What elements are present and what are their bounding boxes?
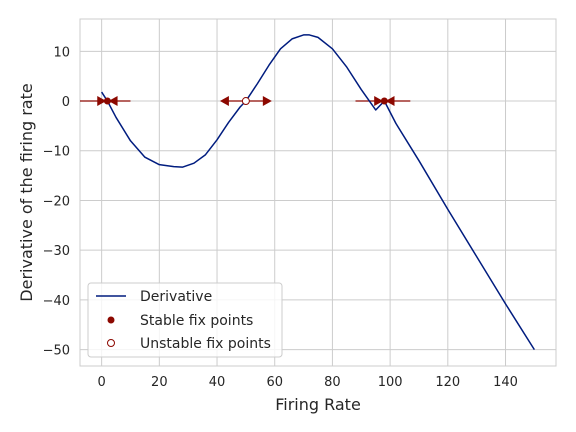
legend-label-unstable: Unstable fix points [140,336,271,352]
arrow-head [374,96,384,107]
legend-unstable-marker [107,339,115,347]
unstable-fix-point [241,97,250,106]
flow-arrows [80,96,411,107]
series-line-derivative [101,34,535,350]
stable-fix-point [380,97,388,105]
y-tick-label: −30 [43,244,70,259]
x-tick-label: 120 [435,375,460,390]
legend-label-stable: Stable fix points [140,313,253,329]
x-tick-label: 100 [378,375,403,390]
y-tick-label: −40 [43,294,70,309]
arrow-head [219,96,229,107]
x-tick-label: 0 [97,375,105,390]
fix-points-layer [103,97,388,106]
legend-stable-marker [107,316,115,324]
x-tick-label: 140 [493,375,518,390]
x-tick-label: 20 [151,375,168,390]
series-layer [101,34,535,350]
y-tick-label: 0 [62,95,70,110]
y-tick-label: −10 [43,145,70,160]
stable-fix-point [103,97,111,105]
arrow-head [262,96,272,107]
y-tick-label: 10 [53,45,70,60]
x-tick-label: 80 [324,375,341,390]
arrow-head [97,96,107,107]
legend: Derivative Stable fix points Unstable fi… [87,282,283,358]
arrow-head [385,96,395,107]
x-axis-label: Firing Rate [275,395,361,414]
arrow-head [108,96,118,107]
y-tick-label: −50 [43,344,70,359]
grid-lines [80,19,556,366]
y-axis-label: Derivative of the firing rate [17,83,36,301]
legend-box [87,282,283,358]
x-tick-labels: 0 20 40 60 80 100 120 140 [97,375,517,390]
y-tick-label: −20 [43,194,70,209]
x-tick-label: 40 [209,375,226,390]
y-tick-labels: 10 0 −10 −20 −30 −40 −50 [43,45,70,358]
x-tick-label: 60 [266,375,283,390]
plot-area-frame [79,18,557,367]
legend-label-derivative: Derivative [140,289,212,305]
